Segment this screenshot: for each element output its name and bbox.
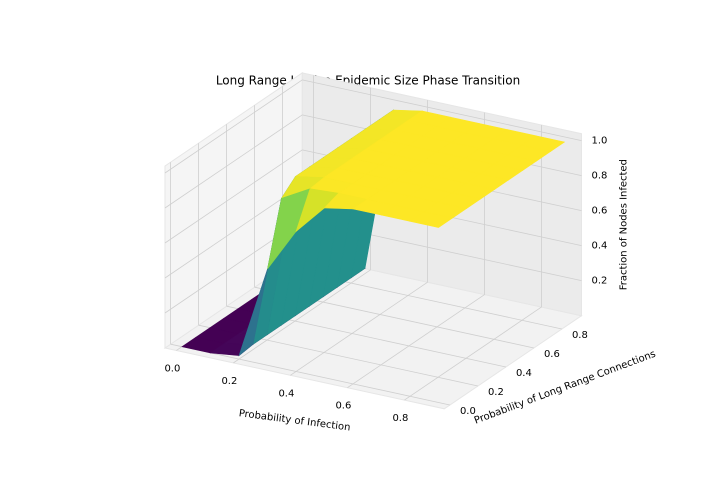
y-tick-label: 0.0 <box>460 406 476 417</box>
grid-line <box>404 306 542 401</box>
z-tick-label: 0.2 <box>592 276 608 287</box>
grid-line <box>290 281 428 376</box>
grid-line <box>164 114 303 209</box>
x-tick-label: 0.6 <box>335 401 351 412</box>
grid-line <box>164 149 303 244</box>
surface-patch <box>409 211 454 228</box>
x-tick-label: 0.8 <box>392 413 408 424</box>
z-axis-label: Fraction of Nodes Infected <box>619 159 630 290</box>
y-tick-label: 0.8 <box>572 330 588 341</box>
chart-title: Long Range Lattice Epidemic Size Phase T… <box>216 74 520 88</box>
y-tick-label: 0.4 <box>516 368 532 379</box>
y-tick-label: 0.2 <box>488 387 504 398</box>
surface <box>181 109 566 357</box>
side-pane <box>164 71 303 349</box>
x-tick-label: 0.4 <box>278 388 294 399</box>
y-tick-label: 0.6 <box>544 349 560 360</box>
grid-line <box>302 79 582 142</box>
x-tick-label: 0.0 <box>164 363 180 374</box>
x-tick-label: 0.2 <box>221 376 237 387</box>
z-tick-label: 0.4 <box>592 241 608 252</box>
grid-line <box>347 294 485 389</box>
grid-line <box>170 343 450 406</box>
grid-line <box>164 184 303 279</box>
z-tick-label: 0.6 <box>592 206 608 217</box>
z-tick-label: 0.8 <box>592 171 608 182</box>
z-tick-label: 1.0 <box>592 136 608 147</box>
grid-line <box>233 269 371 364</box>
x-axis-label: Probability of Infection <box>238 408 351 433</box>
grid-line <box>164 79 303 174</box>
